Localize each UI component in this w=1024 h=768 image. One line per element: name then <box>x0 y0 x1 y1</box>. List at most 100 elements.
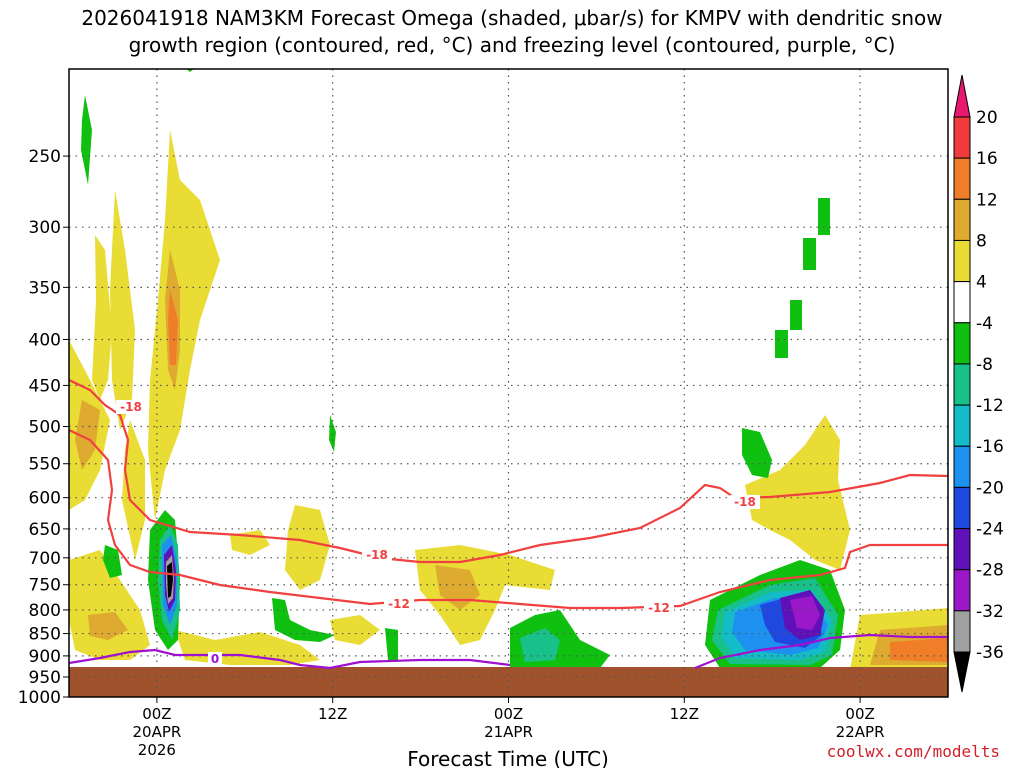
x-tick-label: 00Z <box>845 705 874 723</box>
omega-area <box>103 545 122 578</box>
x-tick-sublabel: 2026 <box>138 741 176 759</box>
colorbar-segment <box>953 486 971 530</box>
x-tick-sublabel: 20APR <box>132 723 181 741</box>
omega-area <box>385 628 398 662</box>
freezing-level-contour <box>694 633 948 670</box>
contour-label-bg <box>362 548 392 562</box>
colorbar-label: -28 <box>976 561 1004 581</box>
y-tick-label: 350 <box>29 278 61 298</box>
freezing-level-label: 0 <box>211 652 219 666</box>
colorbar-label: 16 <box>976 149 998 169</box>
colorbar-label: -24 <box>976 520 1004 540</box>
colorbar-label: -36 <box>976 643 1004 663</box>
omega-area <box>818 198 830 235</box>
omega-area <box>69 550 150 660</box>
colorbar-segment <box>953 445 971 488</box>
omega-area <box>790 596 820 630</box>
colorbar-segment <box>953 528 971 571</box>
x-tick-label: 00Z <box>494 705 523 723</box>
y-tick-label: 500 <box>29 418 61 438</box>
colorbar-segment <box>953 569 971 612</box>
contour-labels: -18 -18 -12 -12 -18 0 <box>116 400 760 666</box>
omega-area <box>520 628 560 662</box>
omega-area <box>790 300 802 330</box>
x-tick-sublabel: 21APR <box>484 723 533 741</box>
snow-growth-label: -12 <box>648 601 670 615</box>
omega-area <box>148 130 220 520</box>
y-tick-label: 1000 <box>18 688 61 708</box>
omega-area <box>122 420 145 560</box>
colorbar-label: -32 <box>976 602 1004 622</box>
colorbar-arrow-top <box>953 74 971 118</box>
x-tick-label: 00Z <box>142 705 171 723</box>
colorbar-label: -12 <box>976 396 1004 416</box>
omega-area <box>285 505 330 590</box>
omega-area <box>330 615 380 645</box>
y-tick-label: 300 <box>29 218 61 238</box>
colorbar: 20 16 12 8 4 -4 -8 -12 -16 -20 -24 -28 -32 -36 <box>953 74 1004 693</box>
omega-area <box>272 598 335 642</box>
contour-label-bg <box>208 652 222 665</box>
omega-area <box>745 415 850 570</box>
colorbar-label: -8 <box>976 355 993 375</box>
contour-label-bg <box>730 495 760 509</box>
omega-area <box>167 562 173 598</box>
x-tick-sublabel: 22APR <box>836 723 885 741</box>
colorbar-label: 4 <box>976 273 987 293</box>
credit-text: coolwx.com/modelts <box>827 742 1000 761</box>
colorbar-segment <box>953 198 971 241</box>
y-tick-label: 250 <box>29 147 61 167</box>
snow-growth-label: -18 <box>366 548 388 562</box>
y-tick-label: 900 <box>29 647 61 667</box>
colorbar-label: 8 <box>976 231 987 251</box>
x-axis-label: Forecast Time (UTC) <box>407 747 609 768</box>
colorbar-label: -4 <box>976 314 993 334</box>
colorbar-segment <box>953 404 971 447</box>
omega-area <box>168 290 178 365</box>
colorbar-segment <box>953 239 971 283</box>
omega-area <box>742 428 772 478</box>
colorbar-arrow-bottom <box>953 651 971 693</box>
chart-title-line-1: 2026041918 NAM3KM Forecast Omega (shaded… <box>81 6 942 30</box>
omega-area <box>88 612 128 640</box>
ground-fill <box>69 667 948 697</box>
chart-title-line-2: growth region (contoured, red, °C) and f… <box>129 33 896 57</box>
freezing-level-contour <box>69 648 511 670</box>
colorbar-segment <box>953 281 971 324</box>
y-tick-label: 850 <box>29 625 61 645</box>
contour-label-bg <box>644 601 674 615</box>
colorbar-segment <box>953 322 971 365</box>
snow-growth-label: -18 <box>734 495 756 509</box>
colorbar-label: 20 <box>976 108 998 128</box>
colorbar-segment <box>953 363 971 406</box>
omega-shading <box>69 69 948 670</box>
omega-area <box>890 638 948 662</box>
grid-lines <box>69 69 948 697</box>
colorbar-label: -20 <box>976 478 1004 498</box>
x-tick-label: 12Z <box>318 705 347 723</box>
omega-area <box>81 95 92 185</box>
y-axis: 2503003504004505005506006507007508008509… <box>18 147 69 708</box>
colorbar-label: 12 <box>976 190 998 210</box>
y-tick-label: 450 <box>29 376 61 396</box>
omega-area <box>75 400 100 470</box>
colorbar-segment <box>953 610 971 653</box>
omega-area <box>803 238 816 270</box>
colorbar-label: -16 <box>976 437 1004 457</box>
snow-growth-label: -18 <box>120 400 142 414</box>
y-tick-label: 700 <box>29 549 61 569</box>
y-tick-label: 400 <box>29 330 61 350</box>
y-tick-label: 750 <box>29 576 61 596</box>
omega-area <box>92 235 112 400</box>
colorbar-segment <box>953 157 971 200</box>
y-tick-label: 950 <box>29 668 61 688</box>
colorbar-segment <box>953 116 971 159</box>
omega-area <box>775 330 788 358</box>
y-tick-label: 800 <box>29 601 61 621</box>
y-tick-label: 550 <box>29 455 61 475</box>
omega-area <box>110 190 135 430</box>
contour-label-bg <box>116 400 146 414</box>
